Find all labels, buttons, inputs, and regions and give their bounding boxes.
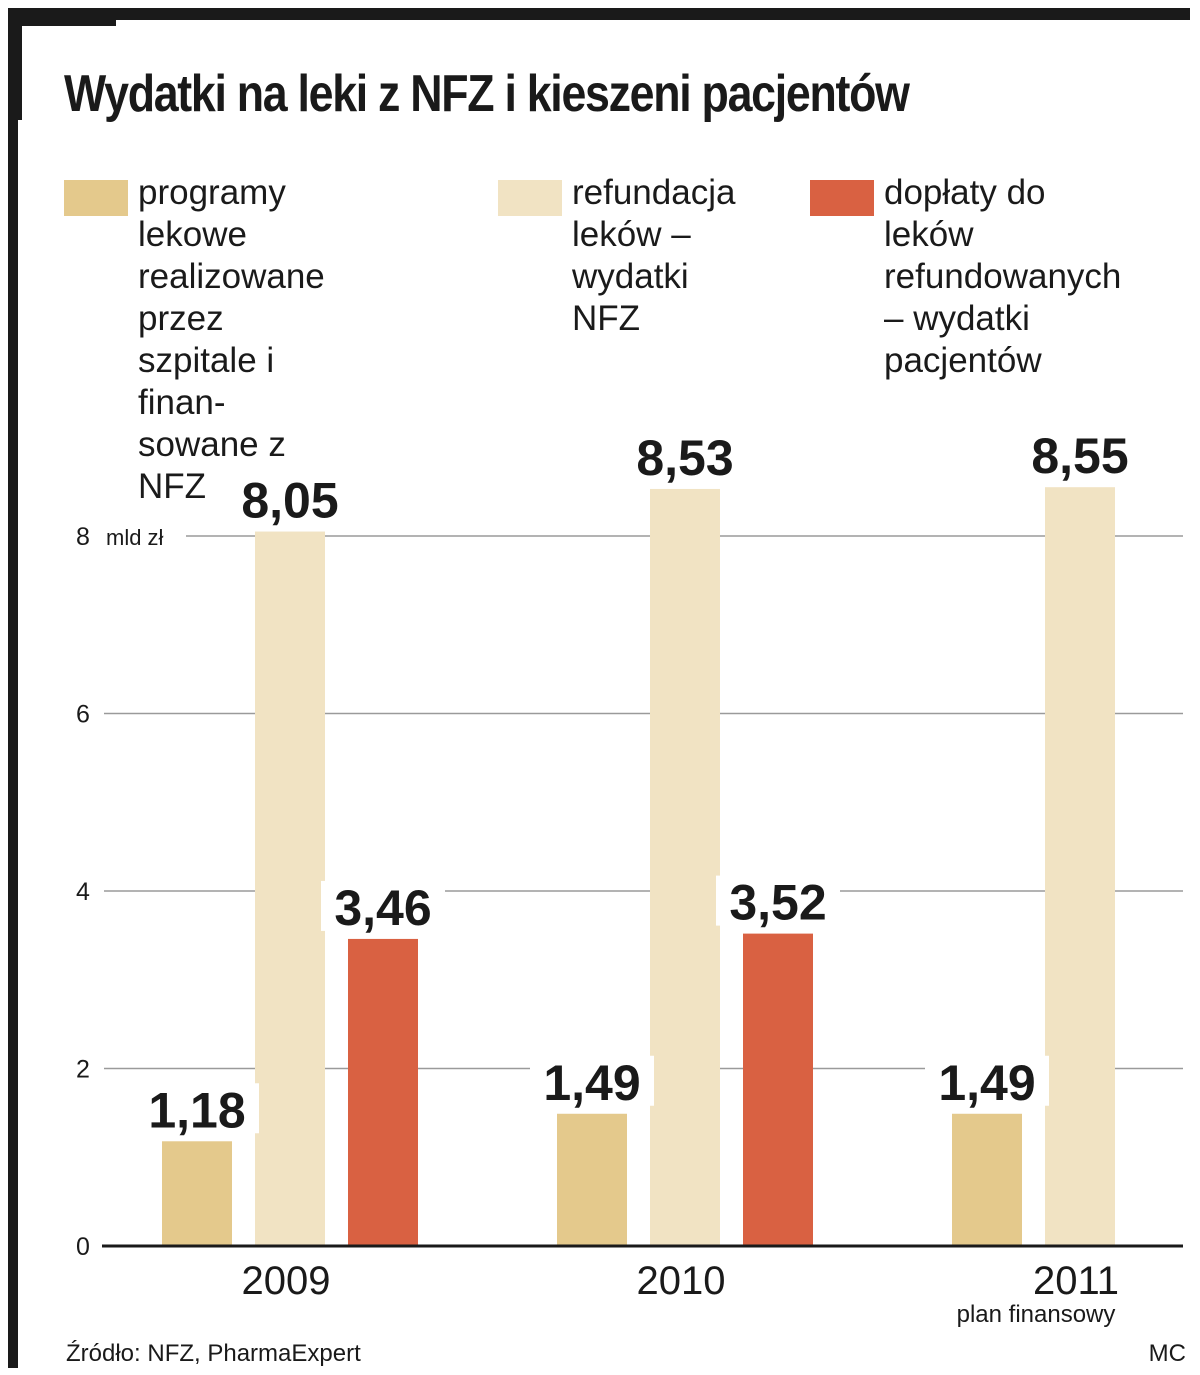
y-tick-label: 2 bbox=[76, 1056, 90, 1084]
data-label: 1,18 bbox=[148, 1082, 245, 1138]
bar-2011-s0 bbox=[952, 1113, 1022, 1246]
bar-2010-s0 bbox=[557, 1113, 627, 1246]
data-label-bg bbox=[228, 473, 352, 524]
bar-2009-s2 bbox=[348, 938, 418, 1246]
y-tick-label: 8 bbox=[76, 523, 90, 551]
data-label: 8,55 bbox=[1031, 428, 1128, 484]
data-label: 8,05 bbox=[241, 473, 338, 529]
data-label: 8,53 bbox=[636, 430, 733, 486]
credit-initials: MC bbox=[1148, 1340, 1186, 1367]
x-tick-note: plan finansowy bbox=[957, 1301, 1116, 1328]
frame-left-accent bbox=[8, 8, 22, 120]
source-note: Źródło: NFZ, PharmaExpert bbox=[66, 1340, 361, 1367]
frame-top-tab bbox=[8, 8, 116, 26]
y-tick-label: 0 bbox=[76, 1233, 90, 1261]
x-tick-label: 2009 bbox=[242, 1259, 331, 1303]
bar-2009-s0 bbox=[162, 1141, 232, 1246]
data-label-bg bbox=[135, 1083, 259, 1134]
data-label-bg bbox=[530, 1055, 654, 1106]
data-label: 3,46 bbox=[334, 880, 431, 936]
chart-title: Wydatki na leki z NFZ i kieszeni pacjent… bbox=[64, 65, 910, 123]
data-label-bg bbox=[925, 1055, 1049, 1106]
y-tick-label: 6 bbox=[76, 701, 90, 729]
data-label: 3,52 bbox=[729, 875, 826, 931]
legend-swatch-programy bbox=[64, 180, 128, 216]
legend-swatch-refundacja bbox=[498, 180, 562, 216]
data-label-bg bbox=[1018, 429, 1142, 480]
x-tick-label: 2011 bbox=[1033, 1259, 1119, 1303]
legend-swatch-doplaty bbox=[810, 180, 874, 216]
y-axis-unit: mld zł bbox=[106, 525, 164, 550]
data-label-bg bbox=[716, 875, 840, 926]
data-label-bg bbox=[321, 880, 445, 931]
bar-2010-s2 bbox=[743, 933, 813, 1246]
legend-label-refundacja: refundacja leków – wydatki NFZ bbox=[572, 173, 736, 338]
frame-left-rule bbox=[8, 8, 18, 1368]
data-label-bg bbox=[623, 430, 747, 481]
y-tick-label: 4 bbox=[76, 878, 90, 906]
legend-label-doplaty: dopłaty do leków refundowanych – wydatki… bbox=[884, 173, 1122, 380]
data-label: 1,49 bbox=[543, 1055, 640, 1111]
legend-label-programy: programy lekowe realizowane przez szpita… bbox=[138, 173, 325, 506]
bar-2011-s1 bbox=[1045, 487, 1115, 1246]
frame-top-rule bbox=[8, 8, 1190, 20]
x-tick-label: 2010 bbox=[637, 1259, 726, 1303]
data-label: 1,49 bbox=[938, 1055, 1035, 1111]
bar-2009-s1 bbox=[255, 531, 325, 1246]
bar-2010-s1 bbox=[650, 488, 720, 1246]
